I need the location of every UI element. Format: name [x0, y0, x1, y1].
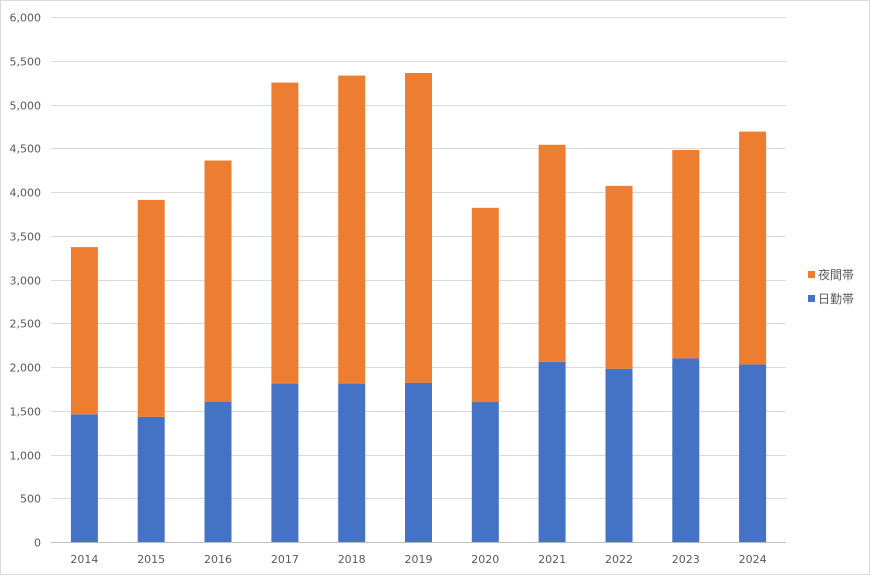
x-tick-label: 2016 — [204, 553, 232, 566]
y-tick-label: 0 — [34, 537, 41, 550]
bar-segment — [471, 402, 499, 542]
bar-segment — [405, 382, 432, 543]
y-tick-label: 4,500 — [10, 143, 42, 156]
bar-segment — [271, 82, 299, 384]
bar-segment — [137, 199, 165, 417]
bar-segment — [739, 364, 767, 542]
bars — [70, 73, 767, 543]
bar-segment — [672, 358, 700, 543]
y-tick-label: 4,000 — [10, 187, 42, 200]
bar-segment — [605, 368, 633, 543]
y-tick-label: 2,000 — [10, 362, 42, 375]
bar-segment — [338, 383, 366, 542]
x-tick-label: 2014 — [70, 553, 98, 566]
y-tick-label: 1,500 — [10, 406, 42, 419]
x-axis: 2014 2015 2016 2017 2018 2019 2020 2021 2022 2023… — [70, 553, 766, 566]
y-tick-label: 3,000 — [10, 275, 42, 288]
x-tick-label: 2015 — [137, 553, 165, 566]
bar-segment — [137, 416, 165, 542]
legend-item: 日勤帯 — [808, 292, 854, 306]
y-tick-label: 2,500 — [10, 318, 42, 331]
bar-segment — [70, 414, 98, 543]
y-tick-label: 5,500 — [10, 56, 42, 69]
bar-segment — [739, 131, 767, 365]
bar-segment — [672, 150, 700, 359]
y-tick-label: 500 — [20, 493, 41, 506]
legend-swatch — [808, 271, 815, 278]
bar-segment — [471, 207, 499, 403]
bar-segment — [271, 383, 299, 542]
y-tick-label: 1,000 — [10, 450, 42, 463]
y-tick-label: 6,000 — [10, 12, 42, 25]
y-tick-label: 3,500 — [10, 231, 42, 244]
bar-segment — [538, 144, 566, 362]
bar-segment — [605, 185, 633, 369]
legend-label: 夜間帯 — [818, 267, 854, 282]
bar-segment — [70, 247, 98, 415]
x-tick-label: 2024 — [739, 553, 767, 566]
bar-segment — [405, 73, 432, 383]
legend-swatch — [808, 295, 815, 302]
x-tick-label: 2018 — [338, 553, 366, 566]
x-tick-label: 2019 — [405, 553, 433, 566]
x-tick-label: 2022 — [605, 553, 633, 566]
x-tick-label: 2023 — [672, 553, 700, 566]
bar-segment — [538, 361, 566, 543]
y-axis: 0 500 1,000 1,500 2,000 2,500 3,000 3,500 4,000 4… — [10, 12, 42, 550]
x-tick-label: 2021 — [538, 553, 566, 566]
x-tick-label: 2020 — [471, 553, 499, 566]
y-tick-label: 5,000 — [10, 100, 42, 113]
bar-segment — [204, 160, 232, 402]
bar-segment — [204, 402, 232, 542]
legend-item: 夜間帯 — [808, 267, 854, 282]
legend-label: 日勤帯 — [818, 292, 854, 306]
bar-segment — [338, 75, 366, 384]
x-tick-label: 2017 — [271, 553, 299, 566]
